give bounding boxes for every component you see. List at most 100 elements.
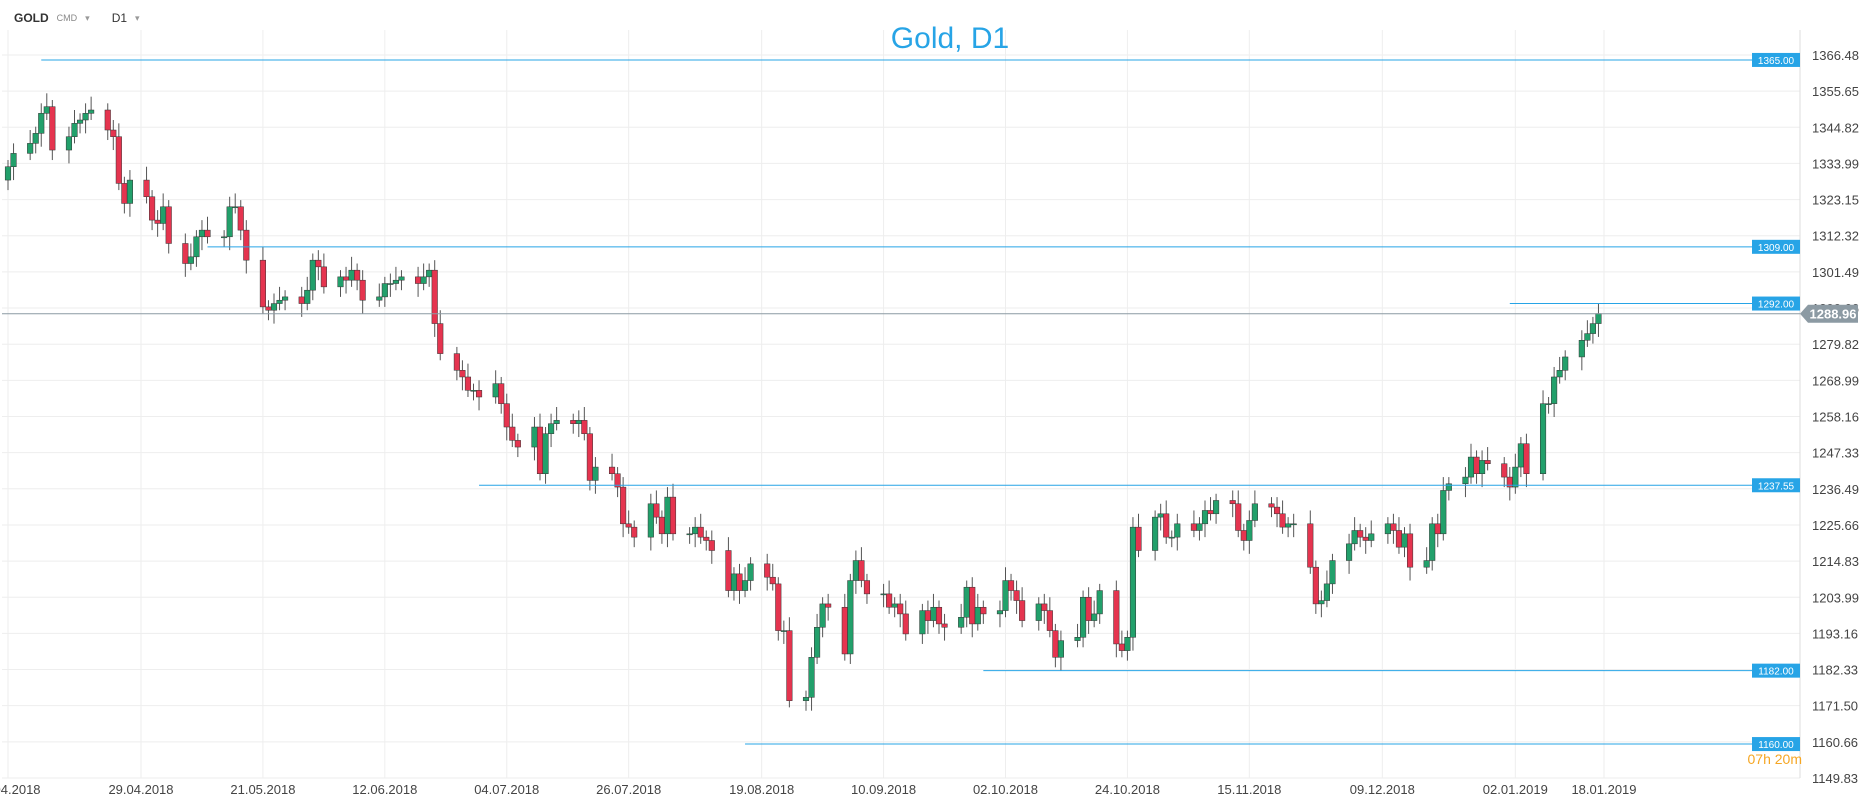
candle	[703, 530, 710, 551]
timeframe-selector[interactable]: D1	[111, 11, 128, 25]
candle	[420, 263, 427, 291]
x-tick-label: 09.12.2018	[1350, 782, 1415, 797]
candle	[498, 376, 505, 414]
price-axis: 1366.48 1355.65 1344.82 1333.99 1323.15 1312.…	[1812, 48, 1859, 786]
candle	[304, 276, 311, 311]
candle-body-up	[27, 143, 34, 154]
candle-body-up	[376, 296, 383, 301]
chevron-down-icon[interactable]: ▾	[135, 12, 140, 23]
candle-body-down	[359, 279, 366, 301]
candle	[880, 583, 887, 608]
level-label: 1309.00	[1758, 243, 1795, 254]
candle-body-up	[32, 133, 39, 144]
x-tick-label: 15.11.2018	[1217, 782, 1281, 797]
candle-body-down	[1473, 456, 1480, 474]
candle	[1312, 560, 1319, 614]
candle	[919, 603, 926, 644]
candle	[891, 597, 898, 618]
candle-body-down	[121, 183, 128, 204]
candle	[276, 286, 283, 311]
candle-body-up	[692, 526, 699, 535]
candle-body-up	[575, 420, 582, 424]
candle	[1080, 590, 1087, 648]
candle-body-down	[115, 136, 122, 184]
candle-body-up	[1401, 533, 1408, 548]
candle	[769, 563, 776, 591]
candle	[1512, 453, 1519, 494]
candle	[1157, 503, 1164, 531]
candle	[415, 266, 422, 297]
candle-body-down	[1113, 590, 1120, 645]
candle-body-down	[858, 560, 865, 581]
candle-body-down	[49, 106, 56, 151]
candle	[863, 573, 871, 604]
candle	[1229, 490, 1236, 518]
level-line: 1309.00	[207, 239, 1800, 254]
candle	[902, 600, 909, 641]
candle	[897, 593, 904, 628]
candle	[359, 270, 366, 314]
candle-body-down	[104, 109, 111, 131]
candle	[115, 123, 122, 191]
candle	[1556, 356, 1563, 384]
candle-body-down	[1434, 523, 1441, 535]
candle	[470, 383, 477, 401]
candle	[614, 467, 621, 498]
candle	[1124, 630, 1131, 661]
candle-body-up	[38, 113, 45, 134]
candle-body-down	[941, 623, 948, 628]
candle-body-up	[802, 697, 810, 701]
candle	[270, 293, 278, 324]
candle-body-up	[1057, 640, 1064, 658]
candle-body-down	[863, 580, 871, 595]
candle	[1351, 517, 1358, 551]
candle-body-down	[415, 276, 422, 284]
candle	[187, 243, 194, 271]
candle-body-down	[1207, 510, 1214, 515]
level-lines[interactable]: 1365.00 1309.00 1292.00 1237.55 1182.00 1160.…	[41, 52, 1800, 752]
chart-title: Gold, D1	[891, 22, 1009, 55]
candle	[736, 563, 743, 604]
x-tick-label: 18.01.2019	[1571, 782, 1636, 797]
level-label: 1182.00	[1758, 667, 1794, 678]
candle	[930, 593, 937, 628]
candle	[1246, 510, 1253, 554]
x-tick-label: 21.05.2018	[230, 782, 295, 797]
candle-body-down	[354, 269, 361, 281]
candle	[453, 346, 460, 381]
candle	[1118, 630, 1125, 658]
candle-body-up	[276, 299, 283, 304]
candle	[437, 310, 444, 361]
chevron-down-icon[interactable]: ▾	[85, 12, 90, 23]
candle-body-down	[1190, 523, 1197, 531]
candle	[126, 170, 133, 217]
candle	[193, 230, 200, 267]
x-tick-label: 02.01.2019	[1483, 782, 1548, 797]
candle	[282, 290, 289, 311]
candle	[198, 220, 206, 251]
symbol-selector[interactable]: GOLD	[14, 11, 49, 25]
candle	[1440, 477, 1447, 541]
candle	[825, 593, 832, 621]
level-line: 1365.00	[41, 52, 1800, 67]
candle-body-up	[1517, 443, 1524, 468]
candle-body-down	[204, 229, 211, 238]
candle	[426, 263, 433, 287]
candle	[71, 109, 78, 144]
candle-body-up	[420, 276, 427, 284]
candle	[996, 600, 1004, 628]
candle-body-up	[1445, 483, 1452, 491]
y-tick-label: 1279.82	[1812, 337, 1859, 352]
candle-body-down	[764, 563, 771, 578]
candle	[1484, 447, 1491, 471]
candle-body-up	[1329, 560, 1336, 585]
candle	[182, 233, 189, 277]
candle-body-up	[1479, 460, 1486, 474]
candle-body-up	[880, 593, 887, 596]
x-tick-label: 02.10.2018	[973, 782, 1038, 797]
candle	[514, 433, 521, 458]
candle	[708, 530, 715, 564]
candle-body-up	[1002, 580, 1009, 611]
candle	[963, 580, 970, 628]
